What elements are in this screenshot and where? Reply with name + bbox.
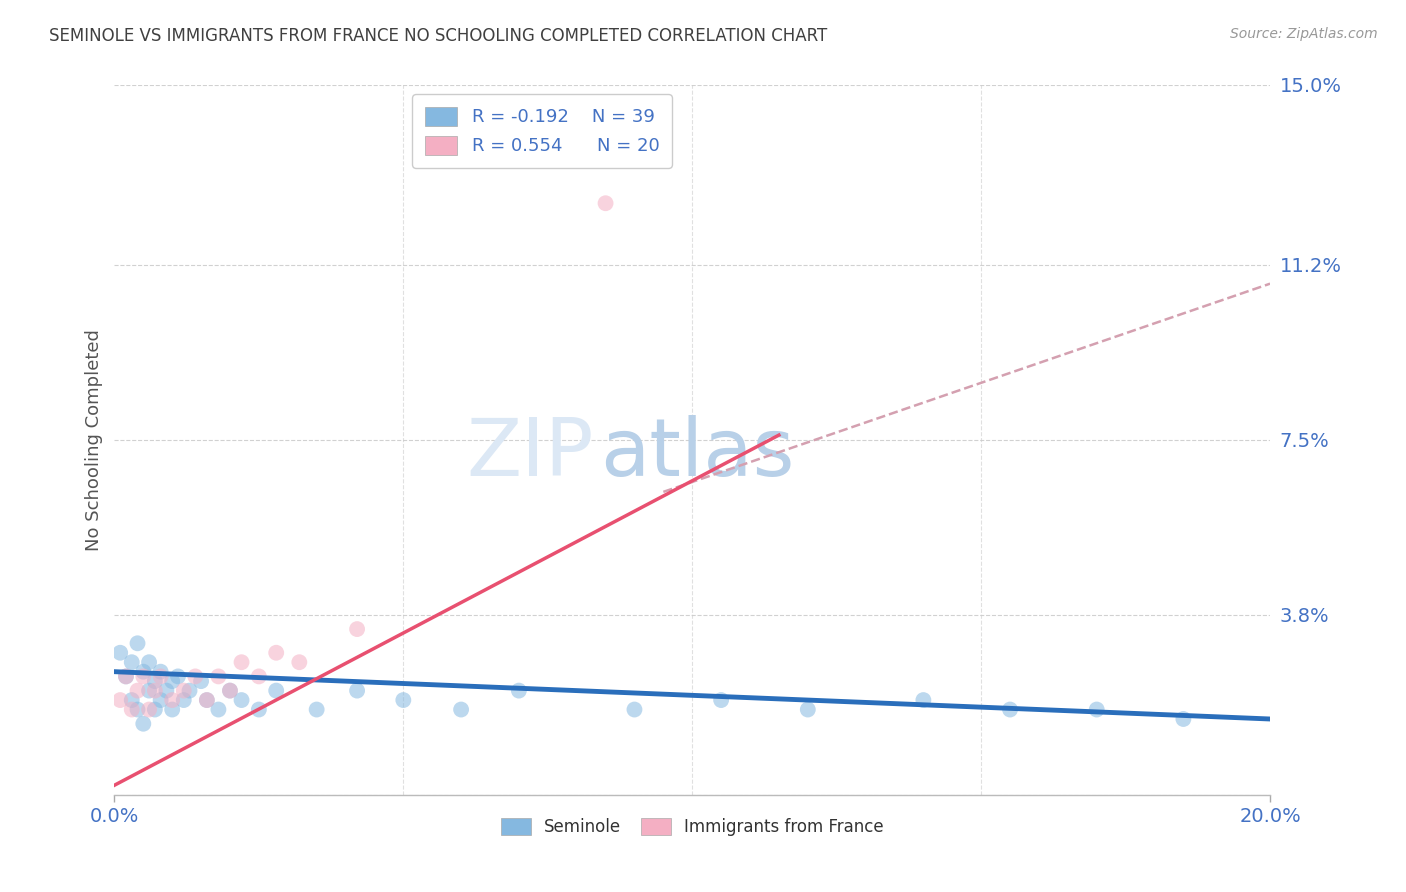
Point xyxy=(132,665,155,679)
Point xyxy=(108,693,131,707)
Point xyxy=(160,702,183,716)
Point xyxy=(115,669,138,683)
Point xyxy=(190,674,212,689)
Point xyxy=(346,622,368,636)
Point xyxy=(231,655,253,669)
Point xyxy=(149,669,172,683)
Point xyxy=(623,702,645,716)
Point xyxy=(912,693,935,707)
Point xyxy=(305,702,328,716)
Point xyxy=(173,693,195,707)
Point xyxy=(392,693,415,707)
Point xyxy=(173,683,195,698)
Point xyxy=(207,669,229,683)
Point xyxy=(508,683,530,698)
Point xyxy=(247,669,270,683)
Point xyxy=(138,702,160,716)
Text: Source: ZipAtlas.com: Source: ZipAtlas.com xyxy=(1230,27,1378,41)
Point xyxy=(132,716,155,731)
Point xyxy=(149,693,172,707)
Text: SEMINOLE VS IMMIGRANTS FROM FRANCE NO SCHOOLING COMPLETED CORRELATION CHART: SEMINOLE VS IMMIGRANTS FROM FRANCE NO SC… xyxy=(49,27,828,45)
Point xyxy=(797,702,820,716)
Point xyxy=(346,683,368,698)
Point xyxy=(115,669,138,683)
Point xyxy=(127,683,149,698)
Point xyxy=(138,683,160,698)
Point xyxy=(121,702,143,716)
Legend: Seminole, Immigrants from France: Seminole, Immigrants from France xyxy=(494,812,890,843)
Point xyxy=(219,683,242,698)
Point xyxy=(1085,702,1108,716)
Point xyxy=(247,702,270,716)
Text: ZIP: ZIP xyxy=(467,415,593,493)
Point xyxy=(160,693,183,707)
Point xyxy=(143,702,166,716)
Point xyxy=(195,693,218,707)
Point xyxy=(179,683,201,698)
Point xyxy=(127,702,149,716)
Point xyxy=(219,683,242,698)
Point xyxy=(108,646,131,660)
Point xyxy=(138,655,160,669)
Point xyxy=(595,196,617,211)
Point xyxy=(127,636,149,650)
Point xyxy=(207,702,229,716)
Point xyxy=(710,693,733,707)
Point xyxy=(155,683,177,698)
Point xyxy=(450,702,472,716)
Point xyxy=(195,693,218,707)
Point xyxy=(121,693,143,707)
Point xyxy=(264,646,287,660)
Point xyxy=(184,669,207,683)
Point xyxy=(160,674,183,689)
Point xyxy=(149,665,172,679)
Point xyxy=(288,655,311,669)
Text: atlas: atlas xyxy=(600,415,794,493)
Point xyxy=(143,683,166,698)
Point xyxy=(167,669,190,683)
Point xyxy=(132,669,155,683)
Point xyxy=(264,683,287,698)
Point xyxy=(1173,712,1195,726)
Point xyxy=(231,693,253,707)
Y-axis label: No Schooling Completed: No Schooling Completed xyxy=(86,329,103,550)
Point xyxy=(121,655,143,669)
Point xyxy=(998,702,1021,716)
Point xyxy=(143,674,166,689)
